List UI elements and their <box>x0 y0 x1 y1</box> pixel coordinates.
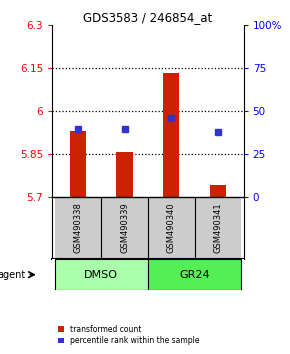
Bar <box>148 259 241 290</box>
Text: GSM490339: GSM490339 <box>120 202 129 253</box>
Text: agent: agent <box>0 270 26 280</box>
Bar <box>101 196 148 259</box>
Text: GSM490340: GSM490340 <box>167 202 176 253</box>
Text: GR24: GR24 <box>179 270 210 280</box>
Text: DMSO: DMSO <box>84 270 118 280</box>
Bar <box>55 259 148 290</box>
Bar <box>55 196 101 259</box>
Bar <box>148 196 195 259</box>
Bar <box>210 185 226 196</box>
Bar <box>70 131 86 196</box>
Legend: transformed count, percentile rank within the sample: transformed count, percentile rank withi… <box>56 323 201 347</box>
Text: GSM490341: GSM490341 <box>213 202 222 253</box>
Bar <box>116 152 133 196</box>
Bar <box>163 73 180 196</box>
Title: GDS3583 / 246854_at: GDS3583 / 246854_at <box>83 11 213 24</box>
Bar <box>195 196 241 259</box>
Text: GSM490338: GSM490338 <box>73 202 82 253</box>
